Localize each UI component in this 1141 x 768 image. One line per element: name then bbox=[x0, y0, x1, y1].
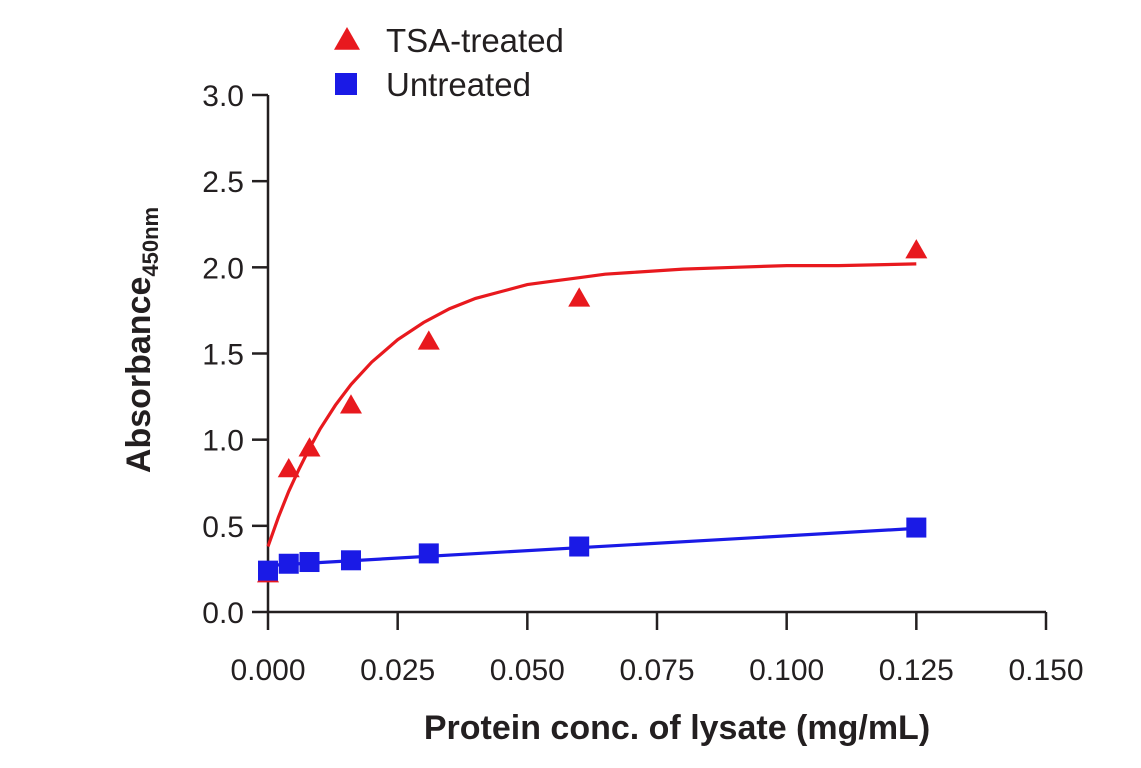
tsa-treated-legend-marker bbox=[334, 27, 360, 50]
x-axis-title: Protein conc. of lysate (mg/mL) bbox=[424, 709, 930, 747]
y-tick-label: 2.0 bbox=[202, 252, 244, 285]
tsa-treated-point bbox=[905, 239, 928, 259]
untreated-legend-label: Untreated bbox=[386, 66, 531, 103]
y-tick-label: 1.0 bbox=[202, 425, 244, 458]
untreated-legend-marker bbox=[335, 73, 357, 95]
tsa-treated-point bbox=[277, 457, 300, 478]
x-tick-label: 0.000 bbox=[230, 654, 305, 687]
untreated-fit-line bbox=[267, 526, 917, 568]
data-points bbox=[257, 239, 928, 583]
untreated-point bbox=[340, 550, 361, 571]
x-tick-label: 0.150 bbox=[1008, 654, 1083, 687]
x-tick-label: 0.125 bbox=[879, 654, 954, 687]
tsa-treated-point bbox=[568, 287, 591, 307]
tsa-treated-point bbox=[417, 330, 440, 350]
untreated-point bbox=[278, 553, 299, 574]
untreated-point bbox=[418, 543, 439, 564]
legend: TSA-treated Untreated bbox=[334, 22, 564, 103]
y-axis-title: Absorbance450nm bbox=[120, 207, 163, 473]
tsa-treated-legend-label: TSA-treated bbox=[386, 22, 564, 59]
x-tick-label: 0.050 bbox=[490, 654, 565, 687]
untreated-point bbox=[569, 536, 590, 557]
y-tick-label: 1.5 bbox=[202, 339, 244, 372]
y-tick-label: 3.0 bbox=[202, 80, 244, 113]
x-tick-label: 0.100 bbox=[749, 654, 824, 687]
x-tick-label: 0.075 bbox=[619, 654, 694, 687]
tsa-treated-point bbox=[298, 437, 321, 457]
axes: 0.000 0.025 0.050 0.075 0.100 0.125 0.150 0.0 0.… bbox=[202, 80, 1083, 687]
tsa-treated-point bbox=[339, 394, 362, 414]
fit-lines bbox=[266, 262, 917, 568]
x-tick-label: 0.025 bbox=[360, 654, 435, 687]
untreated-point bbox=[906, 517, 927, 538]
untreated-point bbox=[258, 560, 278, 581]
y-axis-title-subscript: 450nm bbox=[138, 207, 163, 277]
y-tick-label: 2.5 bbox=[202, 166, 244, 199]
untreated-point bbox=[299, 552, 320, 573]
y-axis-title-main: Absorbance bbox=[120, 277, 158, 474]
y-tick-label: 0.5 bbox=[202, 511, 244, 544]
tsa-treated-fit-line bbox=[266, 262, 917, 548]
y-tick-label: 0.0 bbox=[202, 597, 244, 630]
